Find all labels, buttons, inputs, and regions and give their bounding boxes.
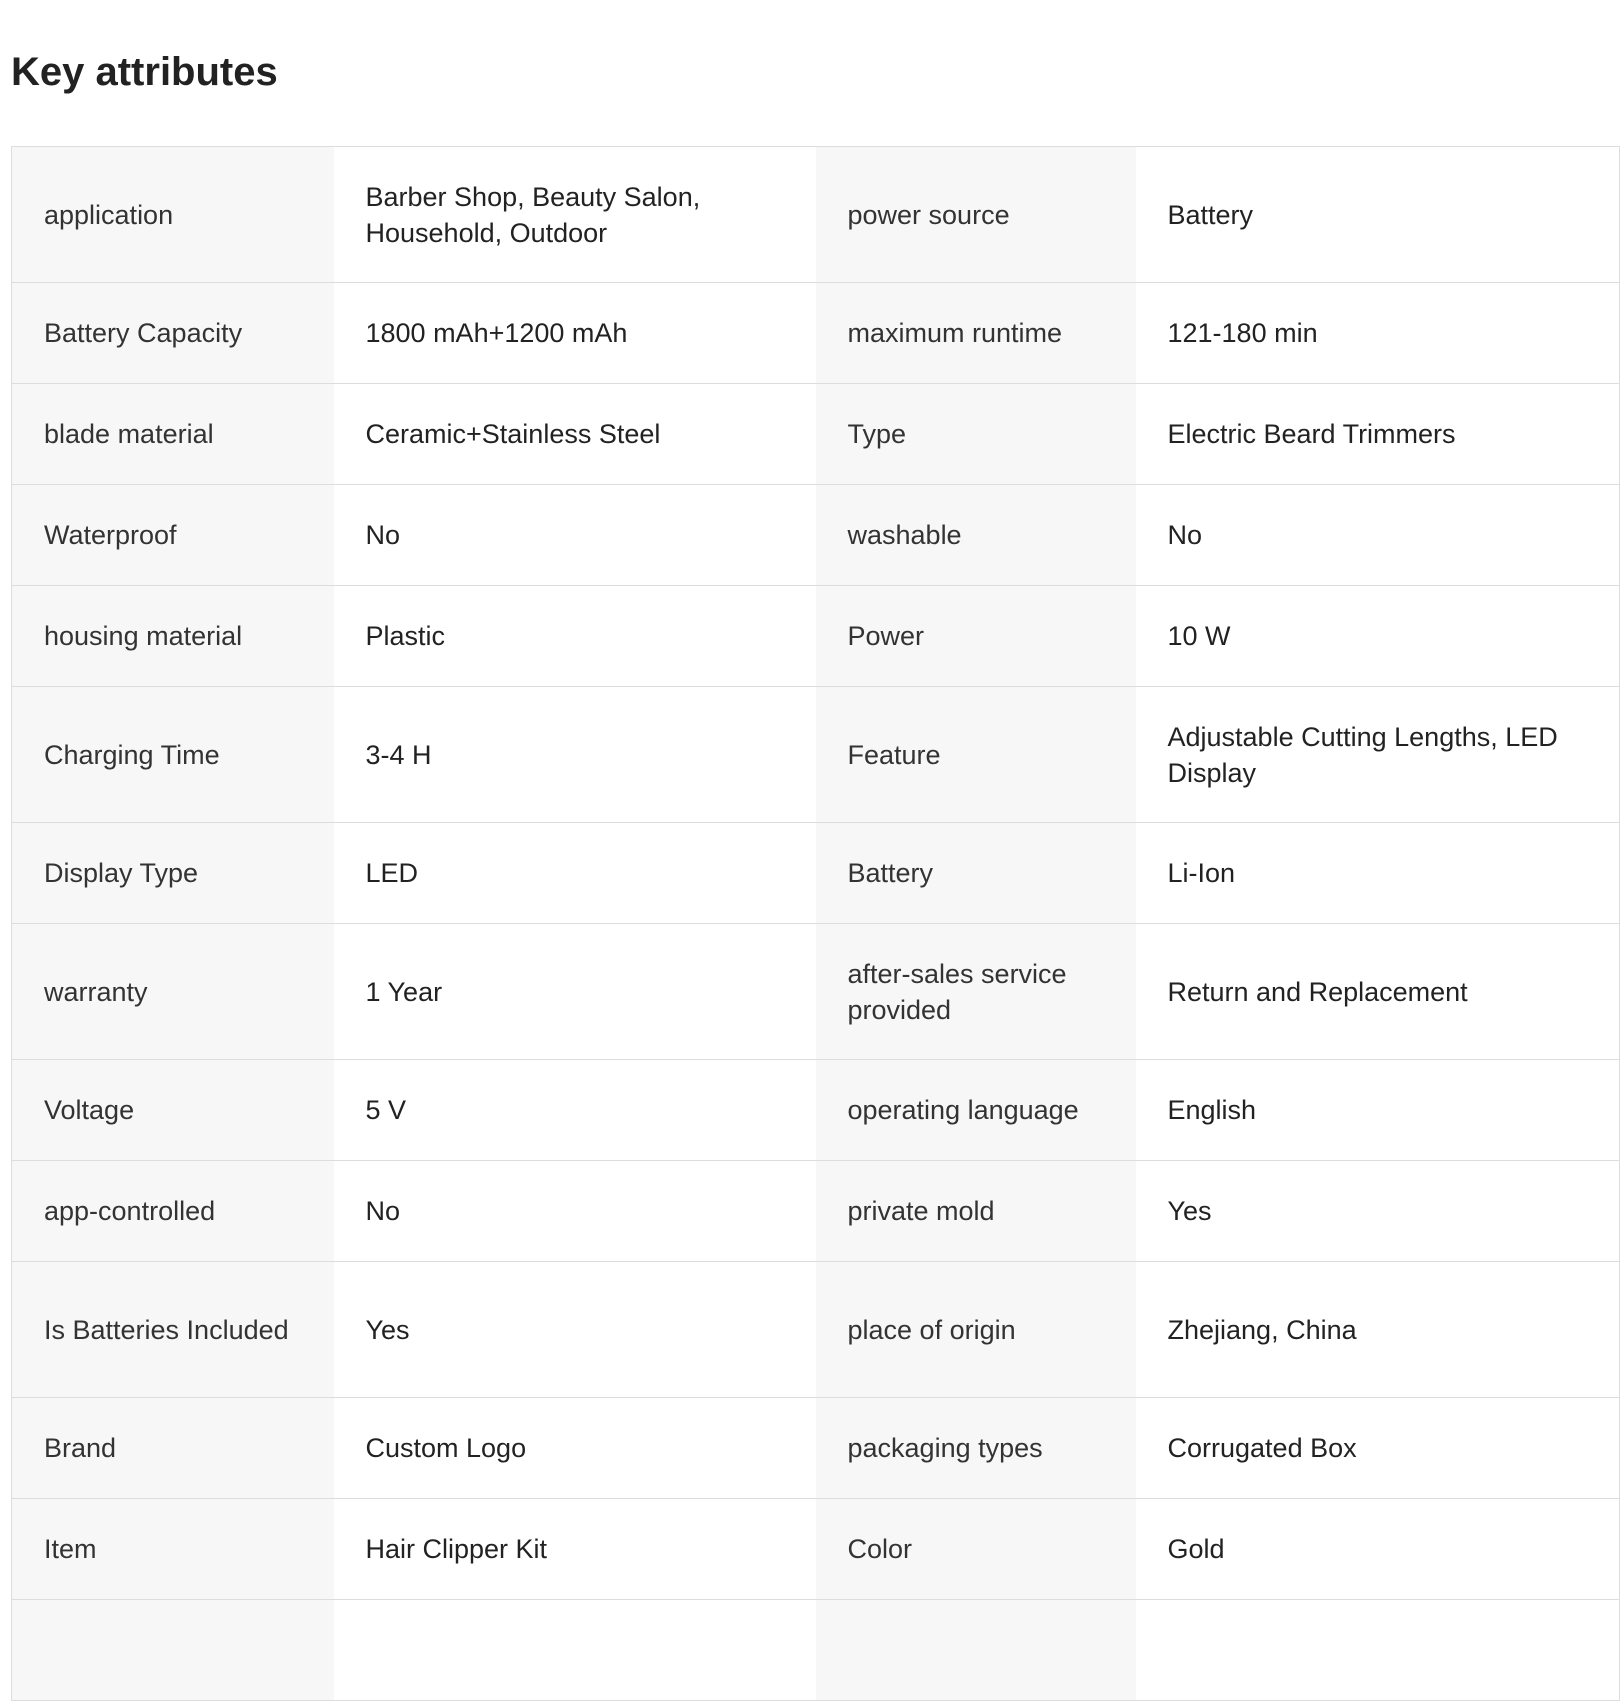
table-row: Charging Time 3-4 H Feature Adjustable Cutt… bbox=[11, 686, 1620, 823]
attribute-value: Hair Clipper Kit bbox=[333, 1498, 816, 1600]
attribute-value: Return and Replacement bbox=[1135, 923, 1620, 1060]
attribute-label: blade material bbox=[11, 383, 334, 485]
table-row: Brand Custom Logo packaging types Corrugate… bbox=[11, 1397, 1620, 1499]
attribute-label: power source bbox=[815, 146, 1136, 283]
attribute-value: Plastic bbox=[333, 585, 816, 687]
attribute-label: after-sales service provided bbox=[815, 923, 1136, 1060]
attribute-value: Adjustable Cutting Lengths, LED Display bbox=[1135, 686, 1620, 823]
attributes-table: application Barber Shop, Beauty Salon, Ho… bbox=[11, 146, 1620, 1701]
attribute-label bbox=[11, 1599, 334, 1701]
table-row: Battery Capacity 1800 mAh+1200 mAh maximum… bbox=[11, 282, 1620, 384]
attribute-label: app-controlled bbox=[11, 1160, 334, 1262]
attribute-label: private mold bbox=[815, 1160, 1136, 1262]
attribute-value: 121-180 min bbox=[1135, 282, 1620, 384]
table-row: Is Batteries Included Yes place of origin Z… bbox=[11, 1261, 1620, 1398]
attribute-label: warranty bbox=[11, 923, 334, 1060]
attribute-value: Gold bbox=[1135, 1498, 1620, 1600]
table-row: Item Hair Clipper Kit Color Gold bbox=[11, 1498, 1620, 1600]
attribute-label: Is Batteries Included bbox=[11, 1261, 334, 1398]
attribute-value: 1800 mAh+1200 mAh bbox=[333, 282, 816, 384]
attribute-label: Feature bbox=[815, 686, 1136, 823]
attribute-value: No bbox=[333, 484, 816, 586]
attribute-value bbox=[333, 1599, 816, 1701]
table-row bbox=[11, 1599, 1620, 1701]
attribute-value: LED bbox=[333, 822, 816, 924]
attribute-label: Item bbox=[11, 1498, 334, 1600]
attribute-value: 10 W bbox=[1135, 585, 1620, 687]
attribute-value: Custom Logo bbox=[333, 1397, 816, 1499]
table-row: warranty 1 Year after-sales service provid… bbox=[11, 923, 1620, 1060]
attribute-value: 5 V bbox=[333, 1059, 816, 1161]
table-row: blade material Ceramic+Stainless Steel Typ… bbox=[11, 383, 1620, 485]
section-title: Key attributes bbox=[11, 50, 278, 94]
attribute-label: Battery Capacity bbox=[11, 282, 334, 384]
attribute-label: application bbox=[11, 146, 334, 283]
attribute-label: Brand bbox=[11, 1397, 334, 1499]
attribute-value: Li-Ion bbox=[1135, 822, 1620, 924]
attribute-label: Color bbox=[815, 1498, 1136, 1600]
attribute-value: No bbox=[1135, 484, 1620, 586]
table-row: Waterproof No washable No bbox=[11, 484, 1620, 586]
attribute-label bbox=[815, 1599, 1136, 1701]
attribute-value: 3-4 H bbox=[333, 686, 816, 823]
attribute-value: Electric Beard Trimmers bbox=[1135, 383, 1620, 485]
attribute-value: Corrugated Box bbox=[1135, 1397, 1620, 1499]
attribute-label: Power bbox=[815, 585, 1136, 687]
attribute-label: packaging types bbox=[815, 1397, 1136, 1499]
attribute-label: Battery bbox=[815, 822, 1136, 924]
attribute-value: No bbox=[333, 1160, 816, 1262]
attribute-value: Yes bbox=[333, 1261, 816, 1398]
attribute-label: Voltage bbox=[11, 1059, 334, 1161]
table-row: application Barber Shop, Beauty Salon, Ho… bbox=[11, 146, 1620, 283]
attribute-label: housing material bbox=[11, 585, 334, 687]
attribute-label: operating language bbox=[815, 1059, 1136, 1161]
attribute-label: Waterproof bbox=[11, 484, 334, 586]
attribute-value: Battery bbox=[1135, 146, 1620, 283]
attribute-value bbox=[1135, 1599, 1620, 1701]
table-row: Display Type LED Battery Li-Ion bbox=[11, 822, 1620, 924]
attribute-label: washable bbox=[815, 484, 1136, 586]
attribute-label: Display Type bbox=[11, 822, 334, 924]
table-row: housing material Plastic Power 10 W bbox=[11, 585, 1620, 687]
attribute-value: Yes bbox=[1135, 1160, 1620, 1262]
attribute-label: Type bbox=[815, 383, 1136, 485]
attribute-value: Barber Shop, Beauty Salon, Household, Ou… bbox=[333, 146, 816, 283]
attribute-label: maximum runtime bbox=[815, 282, 1136, 384]
attribute-value: Ceramic+Stainless Steel bbox=[333, 383, 816, 485]
attribute-value: 1 Year bbox=[333, 923, 816, 1060]
attribute-value: English bbox=[1135, 1059, 1620, 1161]
attribute-label: Charging Time bbox=[11, 686, 334, 823]
attribute-label: place of origin bbox=[815, 1261, 1136, 1398]
attribute-value: Zhejiang, China bbox=[1135, 1261, 1620, 1398]
table-row: app-controlled No private mold Yes bbox=[11, 1160, 1620, 1262]
